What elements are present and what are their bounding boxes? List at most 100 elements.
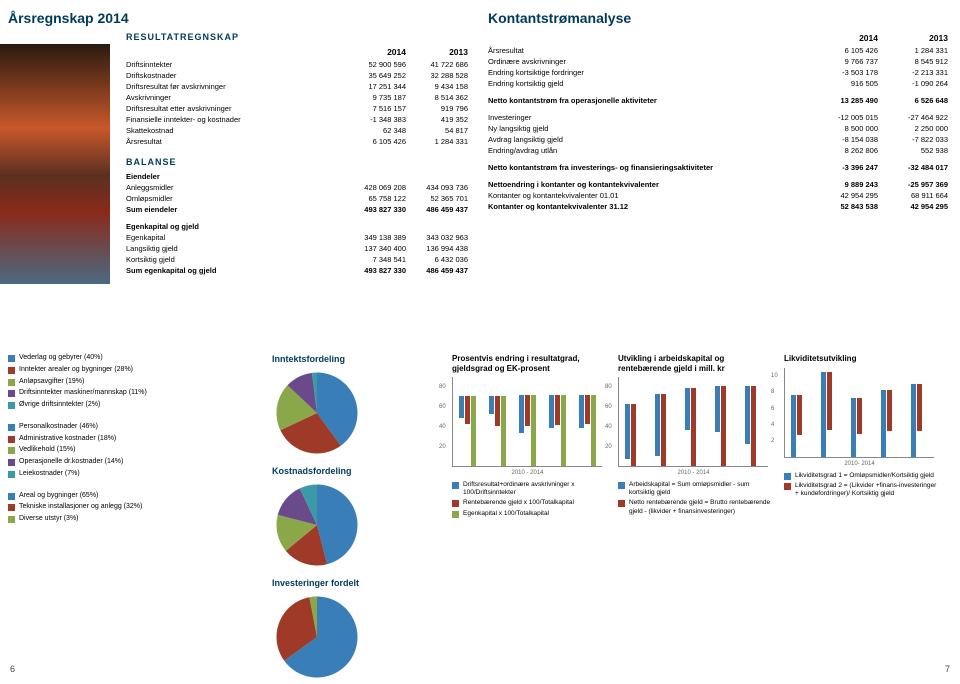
legend-swatch <box>8 459 15 466</box>
legend-swatch <box>8 424 15 431</box>
ek-table: Egenkapital og gjeld Egenkapital349 138 … <box>126 221 468 276</box>
row-label: Finansielle inntekter- og kostnader <box>126 114 344 125</box>
row-val-b: 2 250 000 <box>878 123 948 134</box>
row-val-a: 493 827 330 <box>344 265 406 276</box>
row-val-b: -32 484 017 <box>878 162 948 173</box>
row-val-a: 65 758 122 <box>344 193 406 204</box>
row-val-b: 136 994 438 <box>406 243 468 254</box>
inntekt-pie <box>272 368 362 458</box>
row-val-a: 52 843 538 <box>808 201 878 212</box>
row-val-b: 434 093 736 <box>406 182 468 193</box>
row-val-b: -27 464 922 <box>878 112 948 123</box>
row-val-a: 9 889 243 <box>808 179 878 190</box>
result-table: 20142013 Driftsinntekter52 900 59641 722… <box>126 46 468 147</box>
legend-text: Driftsinntekter maskiner/mannskap (11%) <box>19 389 147 398</box>
row-val-a: 9 766 737 <box>808 56 878 67</box>
legend-swatch <box>8 447 15 454</box>
row-label: Investeringer <box>488 112 808 123</box>
row-val-a: 17 251 344 <box>344 81 406 92</box>
result-head: RESULTATREGNSKAP <box>126 32 468 42</box>
row-val-a: 42 954 295 <box>808 190 878 201</box>
row-val-a: 13 285 490 <box>808 95 878 106</box>
row-label: Ny langsiktig gjeld <box>488 123 808 134</box>
left-title: Årsregnskap 2014 <box>8 10 468 26</box>
cashflow-table: 20142013 Årsresultat6 105 4261 284 331Or… <box>488 32 948 212</box>
row-val-b: 1 284 331 <box>878 45 948 56</box>
row-val-a: 8 500 000 <box>808 123 878 134</box>
legend-swatch <box>8 436 15 443</box>
bar-chart-1: Prosentvis endring i resultatgrad, gjeld… <box>452 354 618 684</box>
eiendeler-table: Eiendeler Anleggsmidler428 069 208434 09… <box>126 171 468 215</box>
row-val-b: 52 365 701 <box>406 193 468 204</box>
right-title: Kontantstrømanalyse <box>488 10 948 26</box>
row-val-b: 419 352 <box>406 114 468 125</box>
legend-text: Leiekostnader (7%) <box>19 470 80 479</box>
row-val-b: -25 957 369 <box>878 179 948 190</box>
row-val-a: 137 340 400 <box>344 243 406 254</box>
legend-text: Vedlikehold (15%) <box>19 446 75 455</box>
row-val-b: 919 796 <box>406 103 468 114</box>
row-val-a: 6 105 426 <box>808 45 878 56</box>
row-val-a: -1 348 383 <box>344 114 406 125</box>
row-val-a: 349 138 389 <box>344 232 406 243</box>
row-val-b: 343 032 963 <box>406 232 468 243</box>
kostnad-title: Kostnadsfordeling <box>272 466 452 476</box>
pie-legends: Vederlag og gebyrer (40%)Inntekter areal… <box>8 354 272 684</box>
row-val-a: -3 396 247 <box>808 162 878 173</box>
legend-text: Tekniske installasjoner og anlegg (32%) <box>19 503 142 512</box>
row-label: Avskrivninger <box>126 92 344 103</box>
row-val-b: 6 526 648 <box>878 95 948 106</box>
row-val-a: 62 348 <box>344 125 406 136</box>
legend-text: Personalkostnader (46%) <box>19 423 98 432</box>
row-label: Endring/avdrag utlån <box>488 145 808 156</box>
row-label: Kortsiktig gjeld <box>126 254 344 265</box>
row-val-a: -12 005 015 <box>808 112 878 123</box>
row-val-b: 68 911 664 <box>878 190 948 201</box>
page-num-right: 7 <box>945 664 950 674</box>
row-val-b: 1 284 331 <box>406 136 468 147</box>
row-label: Endring kortsiktige fordringer <box>488 67 808 78</box>
legend-swatch <box>8 355 15 362</box>
row-val-a: 8 262 806 <box>808 145 878 156</box>
balance-head: BALANSE <box>126 157 468 167</box>
legend-swatch <box>8 471 15 478</box>
row-val-a: 7 348 541 <box>344 254 406 265</box>
legend-text: Diverse utstyr (3%) <box>19 515 79 524</box>
page-num-left: 6 <box>10 664 15 674</box>
row-val-b: -2 213 331 <box>878 67 948 78</box>
row-label: Anleggsmidler <box>126 182 344 193</box>
row-label: Kontanter og kontantekvivalenter 01.01 <box>488 190 808 201</box>
row-label: Langsiktig gjeld <box>126 243 344 254</box>
row-val-a: -8 154 038 <box>808 134 878 145</box>
row-label: Ordinære avskrivninger <box>488 56 808 67</box>
row-label: Nettoendring i kontanter og kontantekviv… <box>488 179 808 190</box>
invest-title: Investeringer fordelt <box>272 578 452 588</box>
legend-swatch <box>8 390 15 397</box>
legend-swatch <box>8 402 15 409</box>
legend-swatch <box>8 367 15 374</box>
row-label: Skattekostnad <box>126 125 344 136</box>
row-val-a: 7 516 157 <box>344 103 406 114</box>
row-val-b: 32 288 528 <box>406 70 468 81</box>
legend-text: Areal og bygninger (65%) <box>19 492 98 501</box>
legend-swatch <box>8 516 15 523</box>
row-label: Driftsresultat etter avskrivninger <box>126 103 344 114</box>
row-label: Sum egenkapital og gjeld <box>126 265 344 276</box>
legend-text: Administrative kostnader (18%) <box>19 435 116 444</box>
row-label: Egenkapital <box>126 232 344 243</box>
row-val-b: 8 514 362 <box>406 92 468 103</box>
row-label: Driftsinntekter <box>126 59 344 70</box>
legend-swatch <box>8 504 15 511</box>
row-label: Omløpsmidler <box>126 193 344 204</box>
row-val-b: 41 722 686 <box>406 59 468 70</box>
legend-swatch <box>8 493 15 500</box>
row-val-a: -3 503 178 <box>808 67 878 78</box>
row-val-a: 6 105 426 <box>344 136 406 147</box>
row-val-a: 916 505 <box>808 78 878 89</box>
legend-text: Øvrige driftsinntekter (2%) <box>19 401 100 410</box>
legend-text: Operasjonelle dr.kostnader (14%) <box>19 458 123 467</box>
legend-text: Anløpsavgifter (19%) <box>19 378 84 387</box>
inntekt-title: Inntektsfordeling <box>272 354 452 364</box>
bar-chart-3: Likviditetsutvikling2468102010- 2014Likv… <box>784 354 950 684</box>
row-label: Netto kontantstrøm fra operasjonelle akt… <box>488 95 808 106</box>
